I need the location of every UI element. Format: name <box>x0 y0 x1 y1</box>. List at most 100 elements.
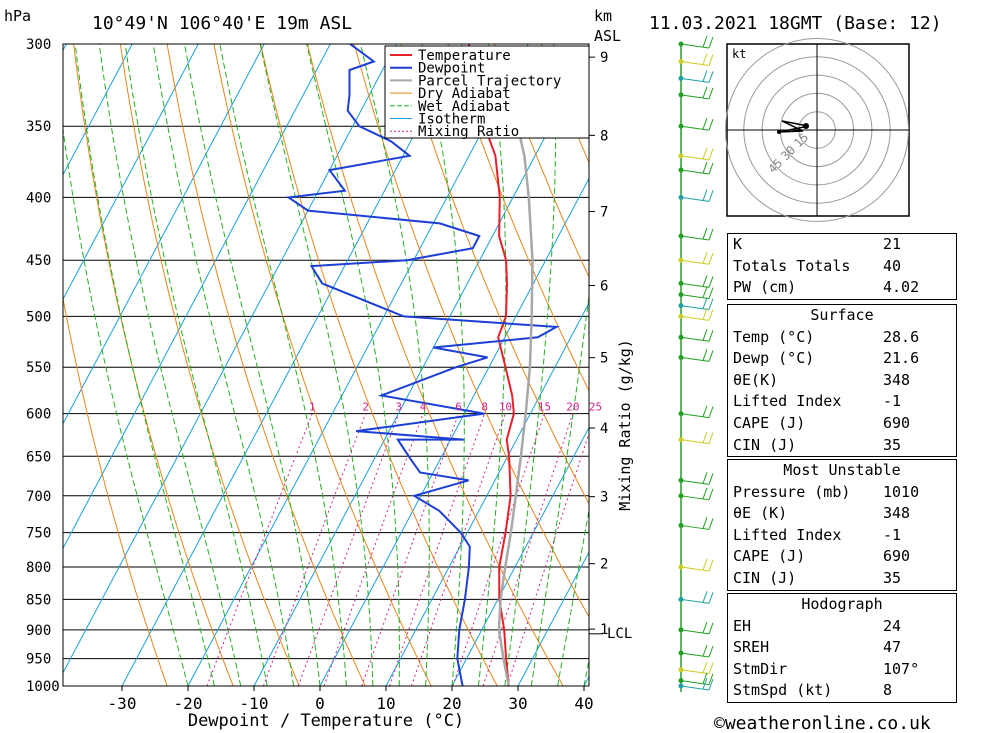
mu-row: Pressure (mb) 1010 <box>733 482 920 501</box>
wind-barb <box>680 53 714 66</box>
wet-adiabat-line <box>557 507 589 686</box>
mixing-ratio-line <box>323 413 424 686</box>
dry-adiabat-line <box>447 44 589 392</box>
wet-adiabat-line <box>306 44 400 686</box>
hodo-row: StmSpd (kt) 8 <box>733 681 893 700</box>
surface-row: θE(K) 348 <box>733 370 911 389</box>
surface-table: Surface Temp (°C) 28.6 Dewp (°C) 21.6 θE(K… <box>727 304 957 458</box>
datetime-title: 11.03.2021 18GMT (Base: 12) <box>649 13 942 34</box>
legend-entry: Temperature <box>418 48 511 64</box>
legend-entry: Dewpoint <box>418 61 485 77</box>
pressure-tick-label: 350 <box>26 119 51 135</box>
pressure-tick-label: 550 <box>26 360 51 376</box>
wind-barb <box>680 147 714 161</box>
mixing-ratio-tick-label: 8 <box>481 401 488 414</box>
wet-adiabat-line <box>259 44 374 686</box>
most-unstable-table: Most Unstable Pressure (mb) 1010 θE (K) 34… <box>727 459 957 591</box>
mixing-ratio-tick-label: 25 <box>589 401 602 414</box>
wet-adiabat-line <box>124 44 268 686</box>
plot-frame <box>62 43 590 687</box>
mixing-ratio-tick-label: 6 <box>455 401 462 414</box>
wind-barb <box>680 189 714 202</box>
mixing-ratio-line <box>262 413 367 686</box>
isotherm-line <box>451 426 589 686</box>
mixing-ratio-line <box>482 413 574 686</box>
pressure-tick-label: 900 <box>26 623 51 639</box>
pressure-tick-label: 950 <box>26 652 51 668</box>
isotherm-line <box>187 44 529 686</box>
x-tick-label: 20 <box>442 694 461 713</box>
x-axis-label: Dewpoint / Temperature (°C) <box>188 711 464 731</box>
wind-barb <box>680 487 714 501</box>
isotherm-line <box>63 44 397 674</box>
legend-entry: Isotherm <box>418 112 485 128</box>
isotherm-line <box>63 44 331 550</box>
wind-barb <box>680 349 714 362</box>
wind-barb <box>680 286 714 300</box>
km-tick-label: 8 <box>600 128 608 144</box>
isotherm-line <box>253 52 589 686</box>
mixing-ratio-line <box>388 413 486 686</box>
mixing-ratio-tick-label: 10 <box>499 401 512 414</box>
mixing-ratio-tick-label: 2 <box>362 401 369 414</box>
mixing-ratio-line <box>297 413 400 686</box>
mixing-ratio-tick-label: 15 <box>538 401 551 414</box>
series-dewpoint <box>285 44 560 686</box>
pressure-tick-label: 600 <box>26 407 51 423</box>
wind-barb <box>680 672 714 686</box>
legend-entry: Mixing Ratio <box>418 124 519 140</box>
mixing-ratio-line <box>361 413 460 686</box>
km-tick-label: 4 <box>600 421 608 437</box>
x-tick-label: 10 <box>376 694 395 713</box>
pressure-unit: hPa <box>4 7 31 25</box>
pressure-tick-label: 650 <box>26 449 51 465</box>
pressure-tick-label: 450 <box>26 253 51 269</box>
header: hPa 10°49'N 106°40'E 19m ASL km ASL 11.0… <box>4 7 942 45</box>
pressure-tick-label: 800 <box>26 560 51 576</box>
dry-adiabat-line <box>400 44 589 505</box>
km-tick-label: 3 <box>600 490 608 506</box>
mixing-ratio-tick-label: 3 <box>395 401 402 414</box>
wind-barb <box>680 35 714 49</box>
mixing-ratio-axis-label: Mixing Ratio (g/kg) <box>616 339 634 511</box>
sounding-series <box>285 44 560 686</box>
index-row-pw: PW (cm) 4.02 <box>733 278 920 297</box>
wind-barb <box>680 621 714 635</box>
wet-adiabat-line <box>421 44 465 686</box>
wet-adiabat-line <box>98 44 242 686</box>
wind-barb <box>680 661 714 675</box>
dry-adiabat-line <box>63 296 168 686</box>
wet-adiabat-line <box>504 44 557 686</box>
hodograph-point <box>803 123 809 129</box>
series-parcel-trajectory <box>497 125 534 686</box>
pressure-tick-label: 850 <box>26 592 51 608</box>
wet-adiabat-line <box>63 126 189 686</box>
km-tick-label: 5 <box>600 351 608 367</box>
pressure-tick-label: 1000 <box>26 679 60 695</box>
legend-entry: Parcel Trajectory <box>418 73 561 89</box>
dry-adiabat-line <box>213 44 432 686</box>
wind-barb <box>680 275 714 288</box>
wind-barb <box>680 677 714 691</box>
series-temperature <box>467 44 515 686</box>
wet-adiabat-line <box>219 44 347 686</box>
wind-barb <box>680 558 714 572</box>
mixing-ratio-line <box>206 413 313 686</box>
isotherm-line <box>121 44 463 686</box>
wet-adiabat-line <box>184 44 321 686</box>
pressure-tick-label: 400 <box>26 190 51 206</box>
pressure-tick-label: 300 <box>26 37 51 53</box>
km-tick-label: 1 <box>600 622 608 638</box>
x-tick-label: -20 <box>174 694 203 713</box>
dry-adiabat-line <box>119 44 300 686</box>
km-tick-label: 7 <box>600 204 608 220</box>
hodo-row: StmDir 107° <box>733 659 920 678</box>
isotherm-line <box>63 44 133 176</box>
legend-box <box>384 45 590 139</box>
surface-row: CIN (J) 35 <box>733 435 902 454</box>
km-tick-label: 2 <box>600 557 608 573</box>
km-tick-label: 6 <box>600 279 608 295</box>
hodograph-point <box>777 130 781 134</box>
dry-adiabat-line <box>494 44 589 279</box>
